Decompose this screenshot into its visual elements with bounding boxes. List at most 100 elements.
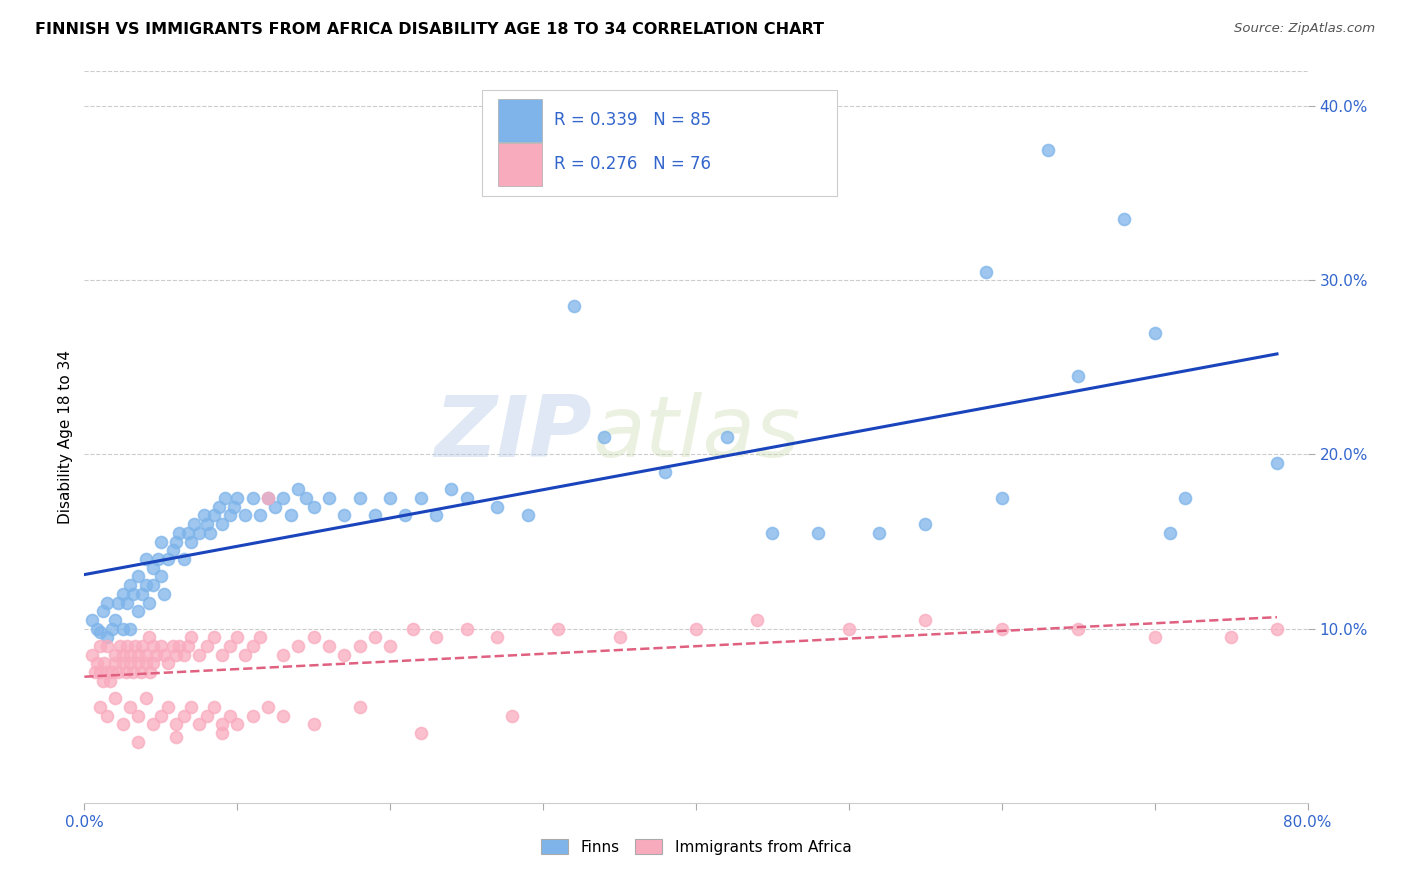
Point [211,726,233,740]
Point [139,665,162,680]
Point [96,639,118,653]
Point [242,708,264,723]
Point [1159,525,1181,540]
Point [394,508,416,523]
Point [425,631,447,645]
Point [114,665,136,680]
Point [838,622,860,636]
Text: atlas: atlas [592,392,800,475]
Point [165,534,187,549]
Point [173,648,195,662]
Point [183,517,205,532]
Point [107,595,129,609]
Point [349,700,371,714]
Point [456,491,478,505]
Point [1143,326,1166,340]
Point [233,648,256,662]
Point [654,465,676,479]
Point [226,631,249,645]
Point [135,648,157,662]
Point [120,622,142,636]
Point [188,525,211,540]
Point [1067,622,1090,636]
Point [349,639,371,653]
Point [135,691,157,706]
Point [202,631,225,645]
Point [96,665,118,680]
Point [86,622,108,636]
Point [135,578,157,592]
Point [104,613,127,627]
Point [218,708,240,723]
Point [318,491,340,505]
Point [249,508,271,523]
Point [1036,143,1059,157]
Point [486,500,509,514]
Point [333,508,356,523]
Point [127,735,149,749]
Point [111,717,134,731]
Point [1143,631,1166,645]
Point [502,708,524,723]
Point [380,491,402,505]
Point [162,639,184,653]
Point [120,648,142,662]
Text: R = 0.339   N = 85: R = 0.339 N = 85 [554,112,711,129]
Point [807,525,830,540]
Point [120,657,142,671]
Point [193,508,215,523]
Point [198,525,221,540]
Point [129,665,152,680]
Point [157,700,180,714]
Point [165,717,187,731]
FancyBboxPatch shape [498,99,541,143]
Point [516,508,538,523]
Point [202,508,225,523]
Point [224,500,246,514]
Point [131,639,153,653]
Point [685,622,707,636]
Point [127,657,149,671]
Point [761,525,783,540]
Point [165,648,187,662]
Point [124,639,146,653]
Point [188,648,211,662]
Point [93,657,115,671]
Point [173,552,195,566]
Point [287,639,309,653]
Point [547,622,569,636]
Point [318,639,340,653]
Point [153,587,176,601]
Point [84,665,107,680]
Point [149,639,172,653]
Y-axis label: Disability Age 18 to 34: Disability Age 18 to 34 [58,350,73,524]
Point [914,613,936,627]
Point [257,491,280,505]
Point [153,648,176,662]
Text: FINNISH VS IMMIGRANTS FROM AFRICA DISABILITY AGE 18 TO 34 CORRELATION CHART: FINNISH VS IMMIGRANTS FROM AFRICA DISABI… [35,22,824,37]
Point [295,491,318,505]
Point [120,578,142,592]
Point [135,552,157,566]
Point [104,691,127,706]
Point [333,648,356,662]
Text: Source: ZipAtlas.com: Source: ZipAtlas.com [1234,22,1375,36]
Point [486,631,509,645]
Point [157,657,180,671]
Point [149,569,172,583]
Point [364,631,387,645]
Point [287,483,309,497]
Point [80,613,103,627]
Point [122,665,145,680]
Point [214,491,236,505]
Point [195,708,218,723]
FancyBboxPatch shape [498,143,541,186]
Point [1067,369,1090,384]
Point [257,491,280,505]
Point [101,665,124,680]
Point [142,717,165,731]
Point [402,622,425,636]
Point [976,265,998,279]
Point [226,717,249,731]
Point [747,613,769,627]
